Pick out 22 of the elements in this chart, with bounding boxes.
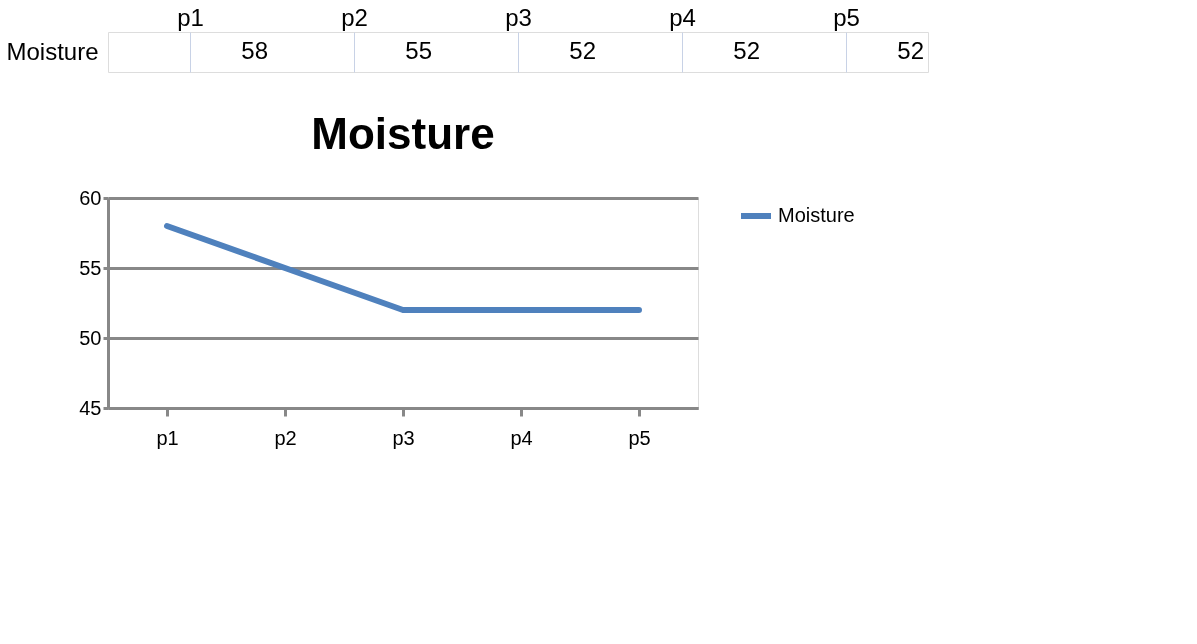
- x-tick-label: p5: [628, 426, 651, 449]
- category-label: p1: [177, 3, 204, 31]
- data-label: 52: [897, 37, 924, 64]
- category-label: p3: [505, 3, 532, 31]
- x-tick-label: p3: [392, 426, 415, 449]
- category-label: p4: [669, 3, 696, 31]
- data-label: 58: [241, 37, 268, 64]
- y-tick-label: 45: [79, 396, 102, 419]
- y-tick-label: 60: [79, 186, 102, 209]
- chart-title: Moisture: [311, 109, 495, 158]
- data-label: 52: [733, 37, 760, 64]
- category-label: p5: [833, 3, 860, 31]
- x-tick-label: p1: [156, 426, 179, 449]
- category-label: p2: [341, 3, 368, 31]
- x-tick-label: p2: [274, 426, 297, 449]
- x-tick-label: p4: [510, 426, 533, 449]
- text: Moisture: [6, 37, 99, 65]
- data-label: 55: [405, 37, 432, 64]
- data-label: 52: [569, 37, 596, 64]
- legend-label: Moisture: [778, 204, 855, 226]
- y-tick-label: 55: [79, 256, 102, 279]
- y-tick-label: 50: [79, 326, 102, 349]
